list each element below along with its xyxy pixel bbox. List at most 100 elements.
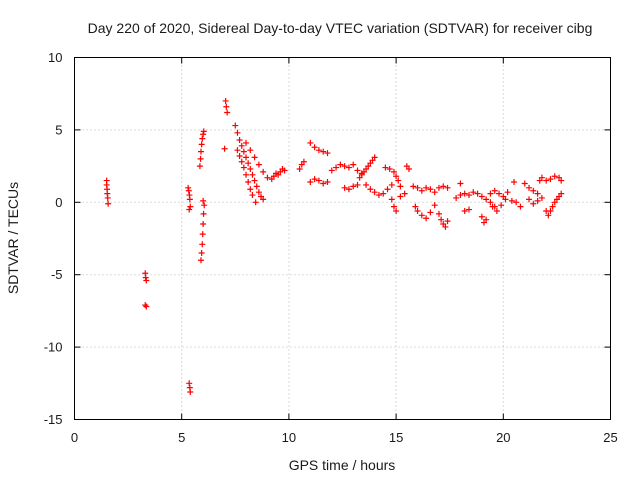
data-point: [390, 168, 397, 175]
data-points: [103, 97, 565, 395]
x-axis-label: GPS time / hours: [289, 457, 396, 473]
data-point: [414, 184, 421, 191]
data-point: [300, 158, 307, 165]
data-point: [249, 192, 256, 199]
data-point: [551, 173, 558, 180]
data-point: [253, 183, 260, 190]
data-point: [474, 190, 481, 197]
data-point: [547, 207, 554, 214]
data-point: [341, 184, 348, 191]
data-point: [478, 193, 485, 200]
data-point: [142, 274, 149, 281]
data-point: [311, 144, 318, 151]
y-axis-label: SDTVAR / TECUs: [5, 182, 21, 294]
data-point: [363, 181, 370, 188]
y-tick-label: -5: [51, 267, 63, 282]
data-point: [333, 164, 340, 171]
data-point: [470, 189, 477, 196]
data-point: [200, 210, 207, 217]
data-point: [350, 161, 357, 168]
data-point: [502, 196, 509, 203]
data-point: [307, 179, 314, 186]
data-point: [354, 181, 361, 188]
data-point: [487, 199, 494, 206]
data-point: [558, 190, 565, 197]
data-point: [526, 184, 533, 191]
data-point: [200, 221, 207, 228]
data-point: [240, 164, 247, 171]
y-tick-label: -10: [44, 340, 63, 355]
x-tick-label: 15: [389, 430, 403, 445]
data-point: [423, 184, 430, 191]
data-point: [223, 103, 230, 110]
data-point: [526, 196, 533, 203]
data-point: [405, 165, 412, 172]
data-point: [534, 190, 541, 197]
data-point: [198, 141, 205, 148]
data-point: [247, 165, 254, 172]
data-point: [264, 174, 271, 181]
data-point: [186, 380, 193, 387]
data-point: [354, 167, 361, 174]
data-point: [341, 163, 348, 170]
data-point: [431, 189, 438, 196]
data-point: [307, 139, 314, 146]
data-point: [222, 97, 229, 104]
data-point: [196, 163, 203, 170]
data-point: [375, 192, 382, 199]
data-point: [186, 196, 193, 203]
data-point: [498, 202, 505, 209]
data-point: [444, 218, 451, 225]
plot-frame: [74, 57, 611, 420]
data-point: [197, 257, 204, 264]
data-point: [143, 303, 150, 310]
data-point: [513, 199, 520, 206]
data-point: [496, 190, 503, 197]
data-point: [236, 137, 243, 144]
data-point: [511, 179, 518, 186]
data-point: [508, 197, 515, 204]
data-point: [453, 194, 460, 201]
data-point: [530, 200, 537, 207]
data-point: [345, 164, 352, 171]
data-point: [186, 206, 193, 213]
data-point: [491, 187, 498, 194]
data-point: [320, 180, 327, 187]
data-point: [457, 180, 464, 187]
data-point: [187, 388, 194, 395]
data-point: [197, 148, 204, 155]
y-tick-label: 5: [55, 122, 62, 137]
data-point: [483, 216, 490, 223]
data-point: [382, 164, 389, 171]
data-point: [251, 177, 258, 184]
data-point: [543, 177, 550, 184]
data-point: [245, 160, 252, 167]
data-point: [260, 196, 267, 203]
data-point: [187, 203, 194, 210]
data-point: [418, 212, 425, 219]
data-point: [397, 183, 404, 190]
x-tick-label: 20: [496, 430, 510, 445]
data-point: [386, 165, 393, 172]
data-point: [393, 173, 400, 180]
data-point: [251, 154, 258, 161]
data-point: [401, 190, 408, 197]
data-point: [534, 197, 541, 204]
data-point: [315, 147, 322, 154]
data-point: [549, 203, 556, 210]
data-point: [418, 187, 425, 194]
data-point: [431, 202, 438, 209]
data-point: [252, 199, 259, 206]
data-point: [245, 179, 252, 186]
data-point: [461, 207, 468, 214]
data-point: [493, 207, 500, 214]
data-point: [538, 174, 545, 181]
data-point: [200, 131, 207, 138]
grid: [74, 57, 611, 420]
data-point: [238, 158, 245, 165]
data-point: [350, 183, 357, 190]
data-point: [521, 180, 528, 187]
data-point: [337, 161, 344, 168]
data-point: [240, 148, 247, 155]
